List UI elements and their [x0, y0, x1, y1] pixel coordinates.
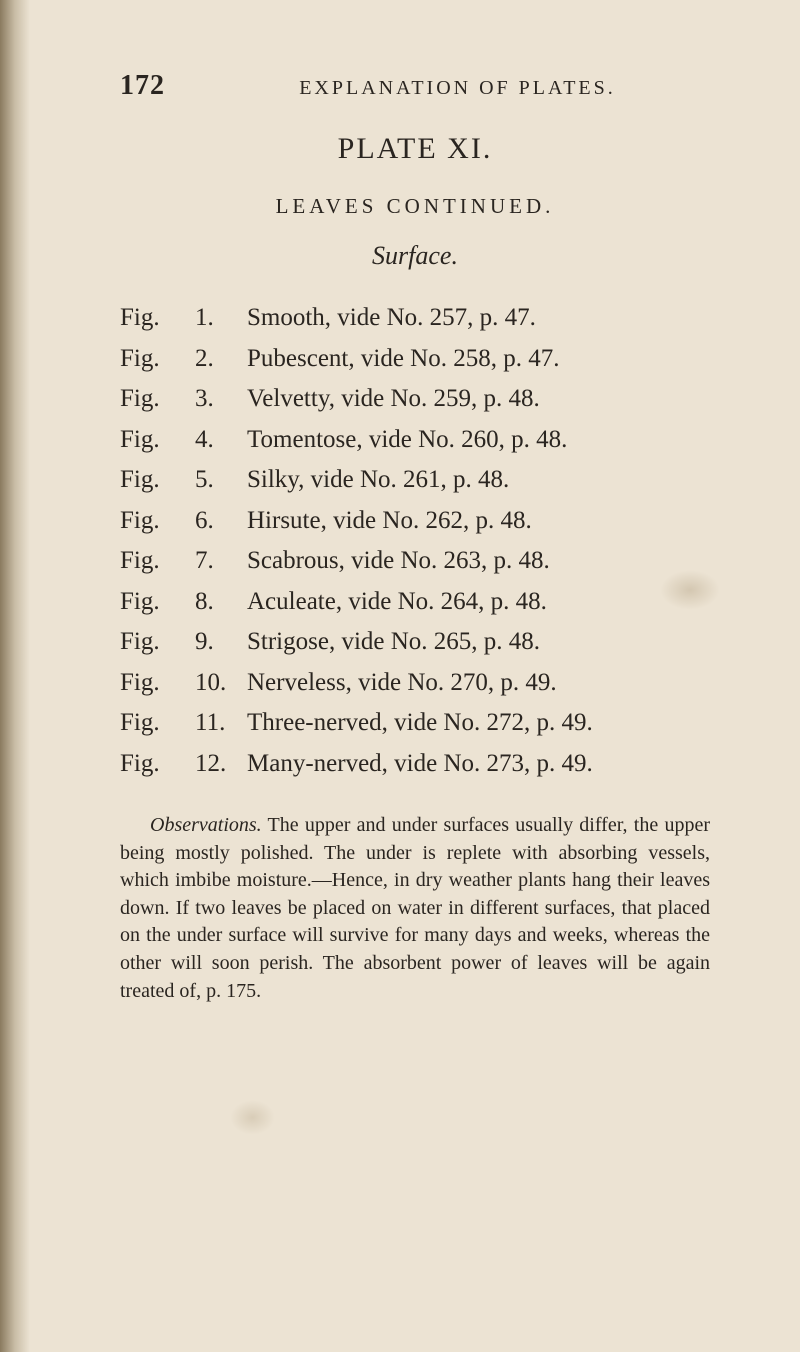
- figure-description: Smooth, vide No. 257, p. 47.: [247, 299, 710, 337]
- figure-description: Hirsute, vide No. 262, p. 48.: [247, 502, 710, 540]
- figure-description: Strigose, vide No. 265, p. 48.: [247, 623, 710, 661]
- subsection-title: Surface.: [120, 241, 710, 271]
- figure-item: Fig.4.Tomentose, vide No. 260, p. 48.: [120, 421, 710, 459]
- figure-item: Fig.11.Three-nerved, vide No. 272, p. 49…: [120, 704, 710, 742]
- figure-item: Fig.3.Velvetty, vide No. 259, p. 48.: [120, 380, 710, 418]
- figure-number: 9.: [195, 623, 247, 661]
- figure-item: Fig.5.Silky, vide No. 261, p. 48.: [120, 461, 710, 499]
- figure-number: 5.: [195, 461, 247, 499]
- figure-label: Fig.: [120, 461, 195, 499]
- page-number: 172: [120, 70, 165, 102]
- figure-number: 6.: [195, 502, 247, 540]
- figure-description: Aculeate, vide No. 264, p. 48.: [247, 583, 710, 621]
- figure-number: 12.: [195, 745, 247, 783]
- page-container: 172 EXPLANATION OF PLATES. PLATE XI. LEA…: [0, 0, 800, 1065]
- figure-item: Fig.6.Hirsute, vide No. 262, p. 48.: [120, 502, 710, 540]
- figure-item: Fig.12.Many-nerved, vide No. 273, p. 49.: [120, 745, 710, 783]
- figure-number: 7.: [195, 542, 247, 580]
- observations-label: Observations.: [150, 814, 262, 836]
- figure-label: Fig.: [120, 299, 195, 337]
- figure-label: Fig.: [120, 623, 195, 661]
- figure-description: Scabrous, vide No. 263, p. 48.: [247, 542, 710, 580]
- figure-description: Many-nerved, vide No. 273, p. 49.: [247, 745, 710, 783]
- figure-label: Fig.: [120, 583, 195, 621]
- figure-label: Fig.: [120, 502, 195, 540]
- figure-list: Fig.1.Smooth, vide No. 257, p. 47.Fig.2.…: [120, 299, 710, 782]
- paper-aging-spot: [660, 570, 720, 610]
- figure-label: Fig.: [120, 542, 195, 580]
- figure-item: Fig.10.Nerveless, vide No. 270, p. 49.: [120, 664, 710, 702]
- figure-item: Fig.8.Aculeate, vide No. 264, p. 48.: [120, 583, 710, 621]
- page-header: 172 EXPLANATION OF PLATES.: [120, 70, 710, 102]
- figure-label: Fig.: [120, 340, 195, 378]
- figure-item: Fig.2.Pubescent, vide No. 258, p. 47.: [120, 340, 710, 378]
- figure-description: Silky, vide No. 261, p. 48.: [247, 461, 710, 499]
- figure-label: Fig.: [120, 380, 195, 418]
- paper-aging-spot: [230, 1100, 275, 1135]
- figure-number: 8.: [195, 583, 247, 621]
- figure-number: 1.: [195, 299, 247, 337]
- figure-item: Fig.7.Scabrous, vide No. 263, p. 48.: [120, 542, 710, 580]
- figure-description: Tomentose, vide No. 260, p. 48.: [247, 421, 710, 459]
- figure-label: Fig.: [120, 421, 195, 459]
- figure-number: 11.: [195, 704, 247, 742]
- figure-description: Three-nerved, vide No. 272, p. 49.: [247, 704, 710, 742]
- figure-number: 3.: [195, 380, 247, 418]
- figure-number: 2.: [195, 340, 247, 378]
- plate-title: PLATE XI.: [120, 132, 710, 166]
- figure-item: Fig.9.Strigose, vide No. 265, p. 48.: [120, 623, 710, 661]
- figure-description: Pubescent, vide No. 258, p. 47.: [247, 340, 710, 378]
- running-head: EXPLANATION OF PLATES.: [205, 77, 710, 100]
- figure-description: Velvetty, vide No. 259, p. 48.: [247, 380, 710, 418]
- section-title: LEAVES CONTINUED.: [120, 194, 710, 219]
- figure-description: Nerveless, vide No. 270, p. 49.: [247, 664, 710, 702]
- observations-paragraph: Observations. The upper and under surfac…: [120, 812, 710, 1005]
- figure-number: 4.: [195, 421, 247, 459]
- figure-label: Fig.: [120, 745, 195, 783]
- figure-item: Fig.1.Smooth, vide No. 257, p. 47.: [120, 299, 710, 337]
- figure-number: 10.: [195, 664, 247, 702]
- figure-label: Fig.: [120, 704, 195, 742]
- figure-label: Fig.: [120, 664, 195, 702]
- observations-text: The upper and under surfaces usually dif…: [120, 814, 710, 1002]
